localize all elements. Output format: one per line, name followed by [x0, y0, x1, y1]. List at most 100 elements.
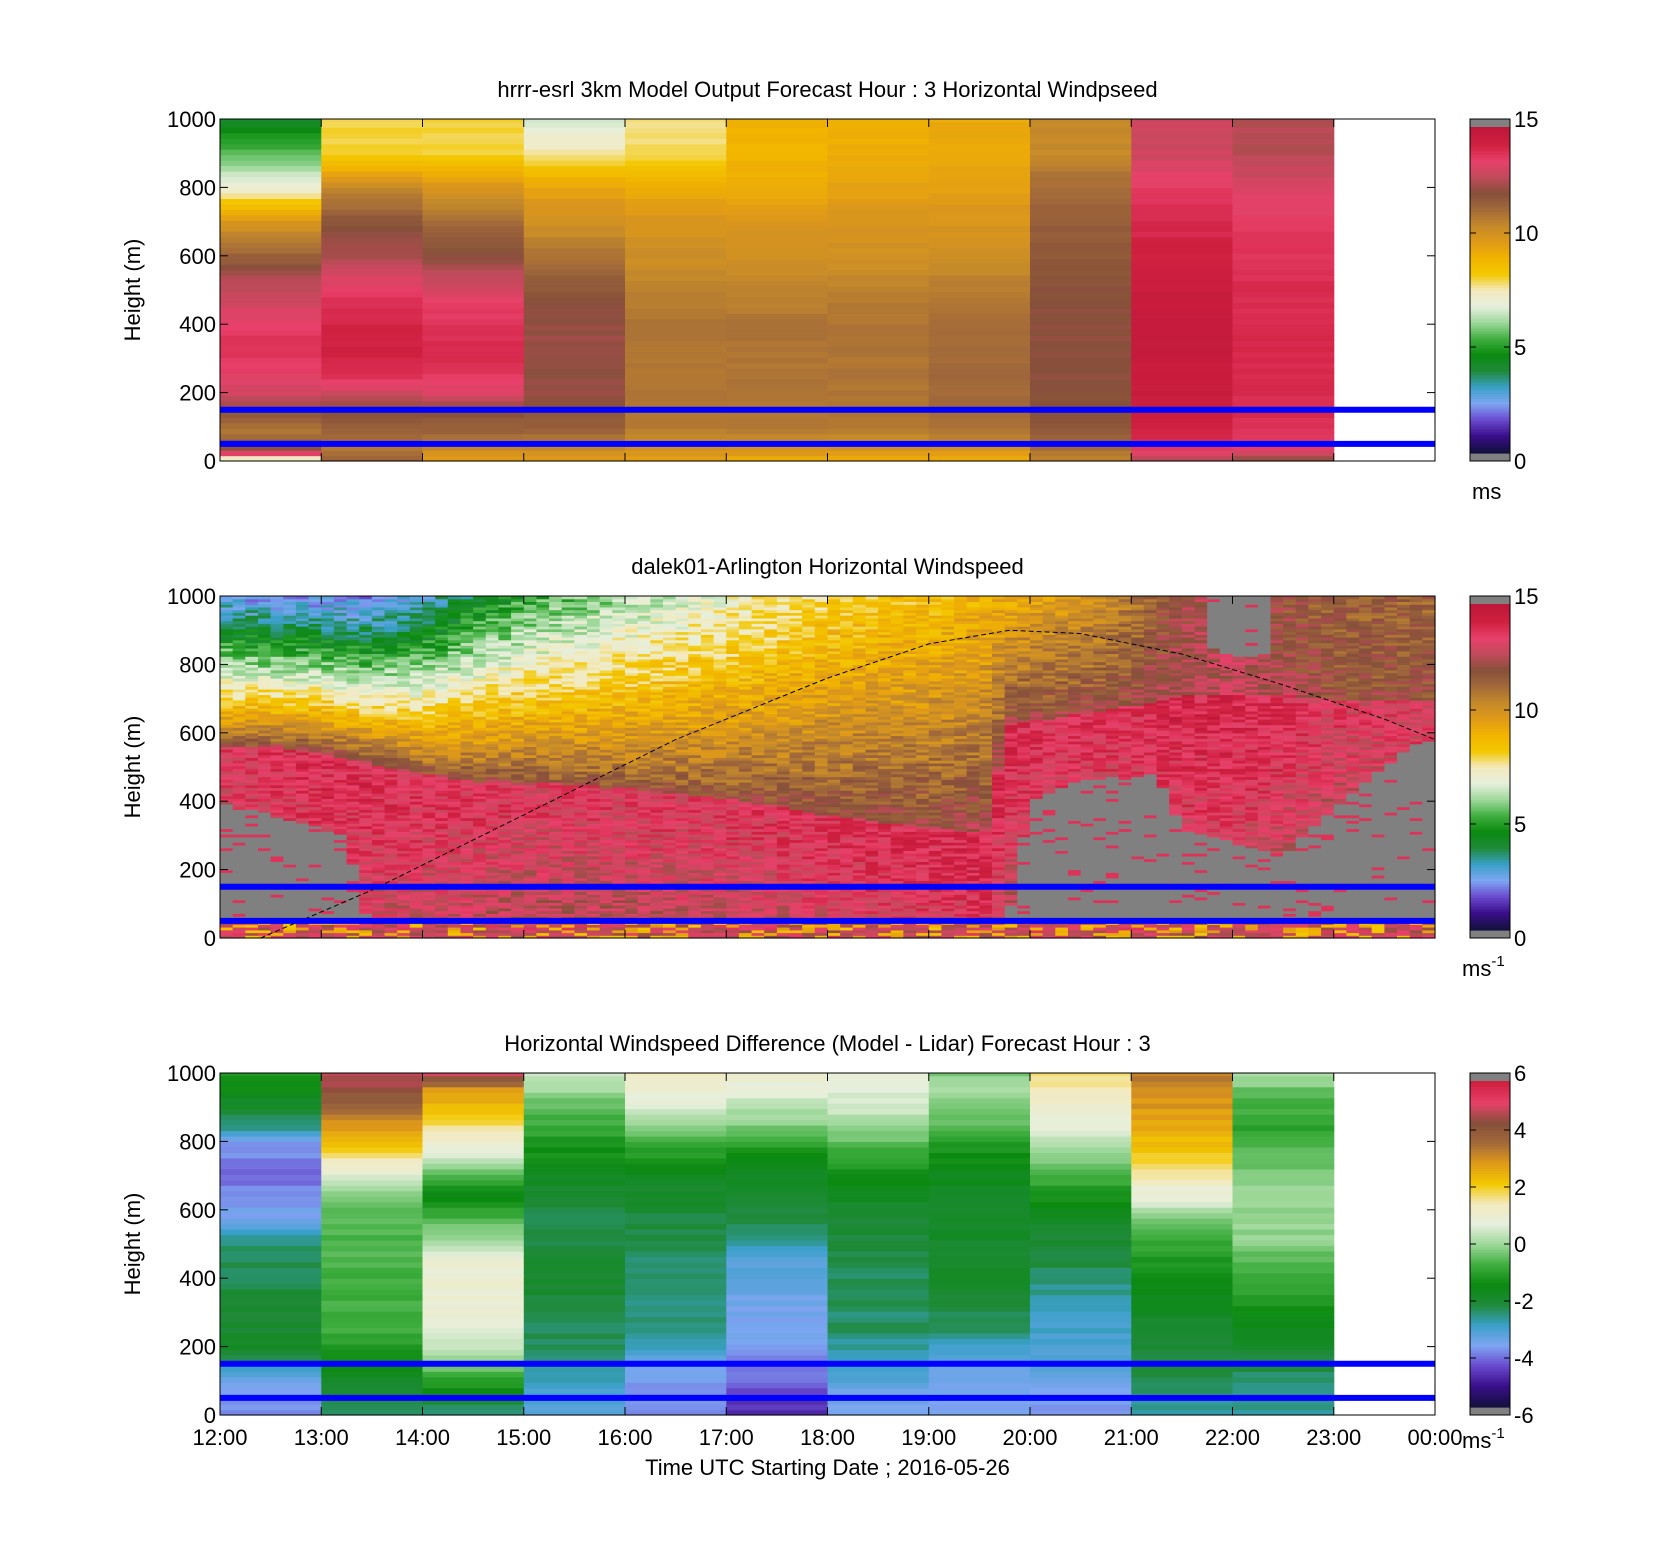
heatmap-cell [473, 932, 487, 936]
heatmap-cell [612, 894, 626, 898]
heatmap-cell [460, 757, 474, 761]
heatmap-cell [270, 738, 284, 742]
heatmap-cell [220, 209, 322, 216]
heatmap-cell [447, 667, 462, 671]
heatmap-cell [460, 689, 474, 693]
heatmap-cell [599, 609, 613, 613]
heatmap-cell [511, 875, 525, 879]
heatmap-cell [523, 708, 538, 712]
heatmap-cell [1030, 351, 1132, 358]
heatmap-cell [928, 417, 1031, 424]
heatmap-cell [397, 866, 411, 871]
heatmap-cell [283, 661, 297, 665]
heatmap-cell [726, 119, 829, 123]
heatmap-cell [549, 617, 563, 622]
heatmap-cell [295, 836, 310, 841]
heatmap-cell [625, 828, 639, 832]
heatmap-cell [333, 924, 348, 928]
heatmap-cell [283, 735, 297, 739]
heatmap-cell [523, 847, 538, 851]
heatmap-cell [295, 637, 310, 641]
heatmap-cell [587, 708, 601, 712]
heatmap-cell [587, 741, 601, 745]
colorbar-under-cap [1470, 453, 1510, 461]
heatmap-cell [447, 861, 462, 865]
heatmap-cell [295, 793, 310, 797]
heatmap-cell [295, 790, 310, 794]
heatmap-cell [625, 902, 639, 906]
heatmap-cell [827, 302, 930, 309]
heatmap-cell [422, 894, 436, 898]
colorbar-segment [1470, 165, 1510, 169]
heatmap-cell [283, 705, 297, 709]
heatmap-cell [245, 680, 259, 685]
heatmap-cell [321, 389, 424, 396]
heatmap-cell [283, 606, 297, 611]
heatmap-cell [220, 787, 234, 791]
heatmap-cell [220, 275, 322, 282]
heatmap-cell [625, 765, 639, 769]
heatmap-cell [726, 149, 829, 156]
heatmap-cell [498, 691, 512, 696]
heatmap-cell [283, 798, 297, 802]
heatmap-cell [574, 757, 588, 761]
heatmap-cell [308, 872, 322, 876]
heatmap-cell [422, 697, 436, 701]
heatmap-cell [599, 749, 613, 753]
heatmap-cell [498, 623, 512, 627]
heatmap-cell [409, 697, 424, 701]
heatmap-cell [258, 697, 272, 701]
heatmap-cell [232, 847, 246, 851]
heatmap-cell [599, 779, 613, 783]
colorbar-segment [1470, 222, 1510, 226]
heatmap-cell [625, 149, 727, 156]
heatmap-cell [321, 910, 335, 914]
heatmap-cell [359, 716, 373, 720]
heatmap-cell [359, 689, 373, 693]
heatmap-cell [523, 209, 626, 216]
heatmap-cell [511, 628, 525, 633]
heatmap-cell [435, 907, 449, 912]
heatmap-cell [612, 697, 626, 701]
heatmap-cell [473, 834, 487, 838]
heatmap-cell [270, 847, 284, 851]
heatmap-cell [422, 626, 436, 630]
heatmap-cell [574, 855, 588, 860]
heatmap-cell [511, 795, 525, 799]
heatmap-cell [447, 891, 462, 895]
heatmap-cell [308, 661, 322, 665]
heatmap-cell [232, 702, 246, 706]
heatmap-cell [1131, 258, 1234, 265]
heatmap-cell [422, 678, 436, 682]
heatmap-cell [258, 927, 272, 931]
heatmap-cell [511, 935, 525, 939]
heatmap-cell [523, 891, 538, 895]
heatmap-cell [371, 637, 386, 641]
heatmap-cell [625, 935, 639, 939]
heatmap-cell [473, 855, 487, 860]
heatmap-cell [333, 675, 348, 679]
heatmap-cell [561, 929, 575, 934]
heatmap-cell [498, 803, 512, 808]
heatmap-cell [220, 606, 234, 611]
heatmap-cell [485, 710, 500, 715]
heatmap-cell [612, 869, 626, 873]
heatmap-cell [409, 795, 424, 799]
heatmap-cell [485, 828, 500, 832]
heatmap-cell [561, 710, 575, 715]
heatmap-cell [485, 604, 500, 608]
heatmap-cell [511, 669, 525, 674]
heatmap-cell [220, 318, 322, 325]
heatmap-cell [321, 121, 424, 128]
colorbar-segment [1470, 314, 1510, 318]
heatmap-cell [295, 891, 310, 895]
heatmap-cell [397, 617, 411, 622]
heatmap-cell [523, 741, 538, 745]
heatmap-cell [422, 598, 436, 602]
heatmap-cell [397, 604, 411, 608]
heatmap-cell [283, 850, 297, 854]
heatmap-cell [460, 746, 474, 750]
heatmap-cell [1030, 231, 1132, 238]
heatmap-cell [460, 803, 474, 808]
heatmap-cell [485, 678, 500, 682]
